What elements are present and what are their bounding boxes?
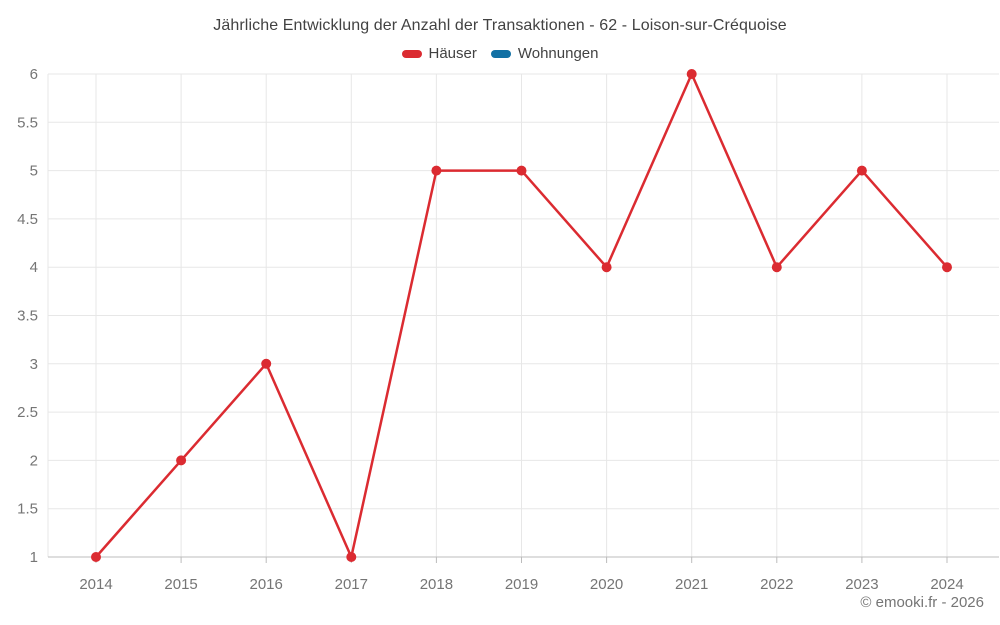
- y-axis-label: 4: [30, 259, 38, 276]
- legend: Häuser Wohnungen: [0, 45, 1000, 62]
- x-axis-label: 2020: [590, 576, 623, 593]
- y-axis-label: 1.5: [17, 501, 38, 518]
- x-axis-label: 2019: [505, 576, 538, 593]
- x-axis-label: 2023: [845, 576, 878, 593]
- x-axis-label: 2015: [164, 576, 197, 593]
- data-point-2020[interactable]: [601, 262, 612, 273]
- hauser-series-swatch-icon: [401, 49, 422, 58]
- data-point-2019[interactable]: [516, 165, 527, 176]
- y-axis-label: 2.5: [17, 404, 38, 421]
- y-axis-label: 3.5: [17, 308, 38, 325]
- legend-label-hauser: Häuser: [428, 45, 477, 62]
- data-point-2017[interactable]: [346, 552, 357, 562]
- y-axis-label: 2: [30, 452, 38, 469]
- chart-title: Jährliche Entwicklung der Anzahl der Tra…: [213, 17, 787, 34]
- data-point-2014[interactable]: [91, 552, 101, 562]
- data-point-2016[interactable]: [261, 358, 272, 369]
- x-axis-label: 2018: [420, 576, 453, 593]
- data-point-2024[interactable]: [942, 262, 952, 273]
- y-axis-label: 5.5: [17, 114, 38, 131]
- data-point-2015[interactable]: [176, 455, 187, 466]
- legend-item-hauser[interactable]: Häuser: [401, 45, 477, 62]
- x-axis-label: 2016: [250, 576, 283, 593]
- data-point-2022[interactable]: [771, 262, 782, 273]
- legend-item-wohnungen[interactable]: Wohnungen: [490, 45, 599, 62]
- x-axis-label: 2017: [335, 576, 368, 593]
- y-axis-label: 1: [30, 549, 38, 566]
- data-point-2023[interactable]: [856, 165, 867, 176]
- copyright: © emooki.fr - 2026: [860, 594, 984, 611]
- y-axis-label: 3: [30, 356, 38, 373]
- y-axis-label: 6: [30, 66, 38, 83]
- wohnungen-series-swatch-icon: [490, 49, 511, 58]
- legend-label-wohnungen: Wohnungen: [517, 45, 599, 62]
- data-point-2021[interactable]: [686, 69, 697, 79]
- y-axis-label: 4.5: [17, 211, 38, 228]
- data-point-2018[interactable]: [431, 165, 442, 176]
- x-axis-label: 2022: [760, 576, 793, 593]
- x-axis-label: 2024: [930, 576, 963, 593]
- x-axis-label: 2021: [675, 576, 708, 593]
- x-axis-label: 2014: [79, 576, 112, 593]
- y-axis-label: 5: [30, 163, 38, 180]
